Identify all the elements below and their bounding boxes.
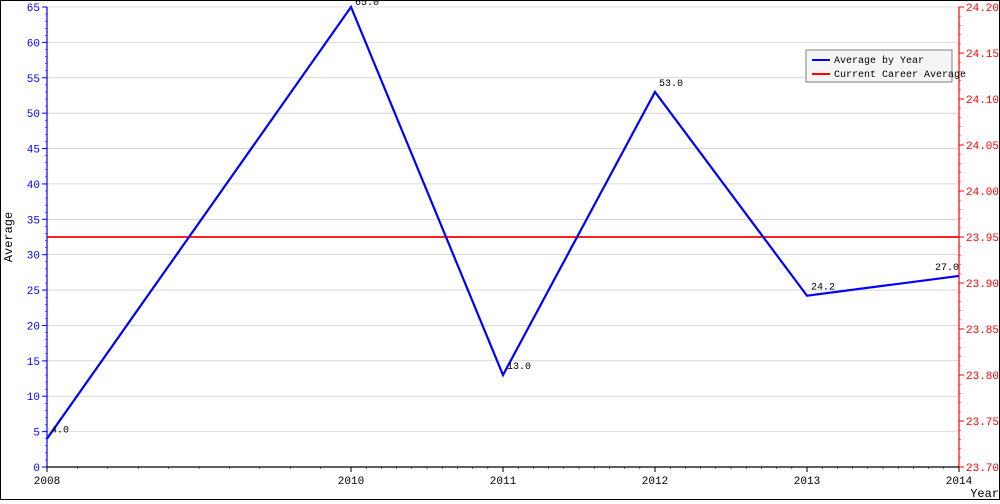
y-tick-label-left: 30: [27, 251, 40, 263]
y-tick-label-right: 24.10: [966, 95, 999, 107]
x-tick-label: 2012: [642, 476, 668, 488]
y-tick-label-left: 5: [33, 428, 40, 440]
y-tick-label-left: 25: [27, 286, 40, 298]
y-tick-label-left: 0: [33, 463, 40, 475]
y-tick-label-left: 40: [27, 180, 40, 192]
y-tick-label-right: 23.85: [966, 325, 999, 337]
data-point-label: 65.0: [355, 0, 379, 9]
y-tick-label-left: 10: [27, 392, 40, 404]
x-tick-label: 2010: [338, 476, 364, 488]
legend-label: Current Career Average: [834, 70, 966, 81]
chart-svg: 0 5 10 15 20 25 30 35 40 45 50 55 60 65 23.70 23.75 23.8…: [0, 0, 1000, 500]
data-point-label: 24.2: [811, 283, 835, 294]
y-tick-label-left: 35: [27, 215, 40, 227]
y-tick-label-left: 20: [27, 321, 40, 333]
x-tick-label: 2013: [794, 476, 820, 488]
x-tick-label: 2011: [490, 476, 517, 488]
y-tick-label-right: 23.90: [966, 279, 999, 291]
y-tick-label-right: 24.05: [966, 141, 999, 153]
y-tick-label-right: 24.00: [966, 187, 999, 199]
legend-label: Average by Year: [834, 55, 924, 67]
y-tick-label-left: 50: [27, 109, 40, 121]
y-tick-label-right: 23.75: [966, 417, 999, 429]
y-tick-label-left: 55: [27, 74, 40, 86]
y-tick-label-right: 23.70: [966, 463, 999, 475]
y-axis-left-label: Average: [2, 212, 16, 262]
chart-container: 0 5 10 15 20 25 30 35 40 45 50 55 60 65 23.70 23.75 23.8…: [0, 0, 1000, 500]
y-tick-label-right: 23.80: [966, 371, 999, 383]
y-tick-label-left: 45: [27, 145, 40, 157]
data-point-label: 13.0: [507, 362, 531, 373]
y-tick-label-left: 60: [27, 38, 40, 50]
x-tick-label: 2008: [34, 476, 60, 488]
y-tick-label-left: 65: [27, 3, 40, 15]
data-point-label: 27.0: [935, 263, 959, 274]
y-tick-label-right: 24.20: [966, 3, 999, 15]
data-point-label: 4.0: [51, 426, 69, 437]
x-axis-label: Year: [970, 487, 999, 500]
y-tick-label-right: 24.15: [966, 49, 999, 61]
x-tick-label: 2014: [946, 476, 973, 488]
data-point-label: 53.0: [659, 79, 683, 90]
y-tick-label-right: 23.95: [966, 233, 999, 245]
y-tick-label-left: 15: [27, 357, 40, 369]
